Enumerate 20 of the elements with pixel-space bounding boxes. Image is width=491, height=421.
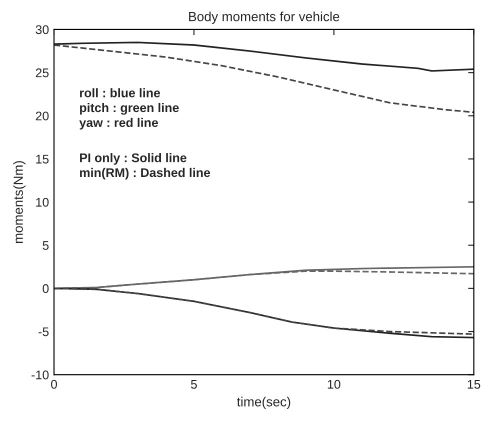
x-tick-label: 0 (51, 380, 57, 389)
x-tick-label: 5 (190, 380, 197, 389)
line-series (54, 42, 474, 72)
chart-title: Body moments for vehicle (189, 12, 340, 24)
y-axis-title: moments(Nm) (13, 161, 26, 243)
x-tick-label: 10 (328, 380, 340, 389)
y-tick-label: 5 (42, 241, 49, 250)
line-series (54, 44, 474, 114)
y-tick-label: 0 (42, 284, 49, 294)
y-tick-label: -10 (32, 370, 49, 380)
y-tick-label: 10 (36, 198, 49, 207)
y-tick-label: 25 (36, 68, 49, 78)
y-tick-label: 15 (36, 154, 49, 164)
y-tick-label: 30 (36, 25, 49, 34)
x-axis-title: time(sec) (236, 396, 290, 410)
y-tick-label: -5 (38, 327, 49, 336)
y-tick-label: 20 (36, 112, 49, 120)
x-tick-label: 15 (468, 380, 480, 389)
annotation: roll : blue line pitch : green line yaw : red line (79, 88, 179, 130)
annotation: PI only : Solid line min(RM) : Dashed line (80, 153, 210, 180)
